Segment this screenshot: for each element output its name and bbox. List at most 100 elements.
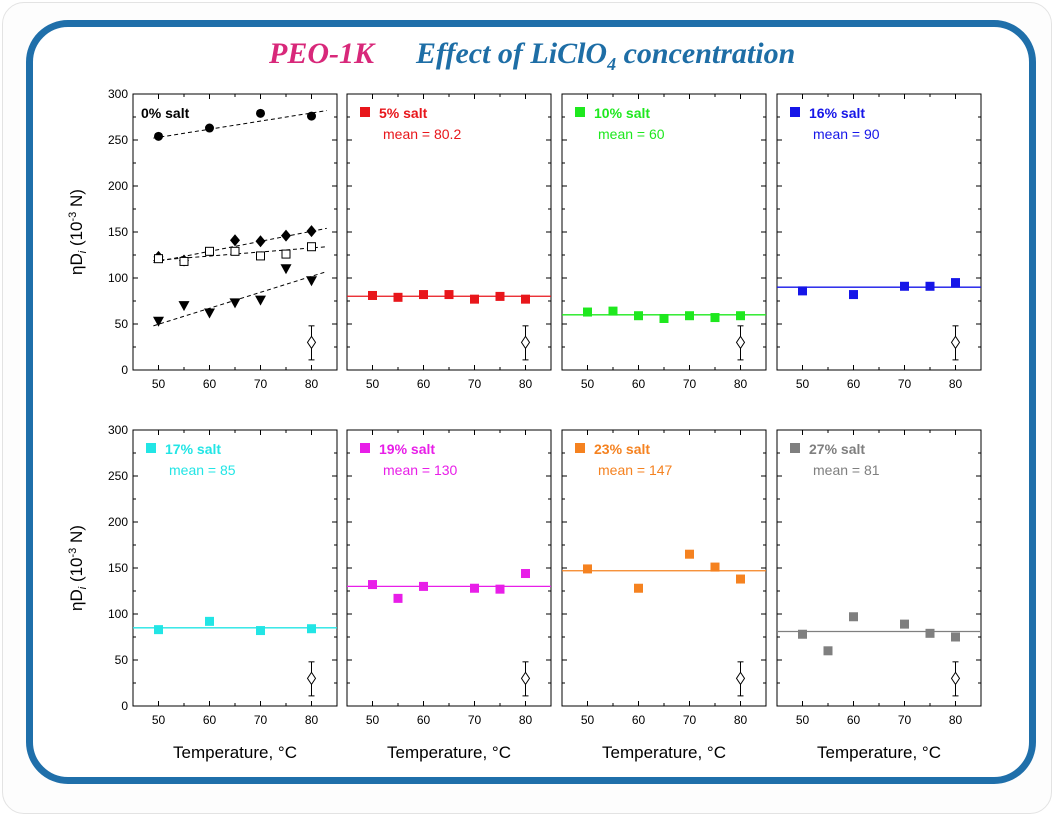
error-bar-marker [735, 335, 746, 350]
x-tick-label: 60 [632, 713, 646, 727]
data-point [230, 246, 240, 256]
data-point [495, 584, 505, 594]
x-tick-label: 70 [468, 377, 482, 391]
legend-swatch [575, 443, 585, 453]
y-tick-label: 0 [121, 363, 128, 377]
x-tick-label: 70 [254, 377, 268, 391]
y-tick-label: 100 [108, 271, 128, 285]
panel-7: 50 60 70 80 23% salt mean = 147 Temperature, °… [561, 429, 767, 762]
x-tick-label: 80 [519, 713, 533, 727]
data-point [281, 229, 291, 242]
data-point [368, 290, 377, 300]
panel-1: 50 60 70 80 0 50 100 150 200 250 300 0% salt ηDi (10… [67, 87, 338, 391]
data-point [229, 298, 241, 309]
data-point [178, 301, 190, 312]
data-point [634, 583, 643, 593]
data-point [256, 626, 265, 636]
data-point [798, 629, 807, 639]
data-point [179, 256, 189, 266]
x-tick-label: 70 [468, 713, 482, 727]
x-tick-label: 70 [254, 713, 268, 727]
data-point [205, 246, 214, 256]
y-axis-label-end: N) [67, 189, 86, 212]
error-bar-marker [520, 671, 531, 686]
data-point [634, 311, 643, 321]
legend-swatch [146, 443, 156, 453]
data-point [583, 307, 592, 317]
y-tick-label: 150 [108, 225, 128, 239]
data-point [205, 123, 214, 133]
data-point [307, 624, 316, 634]
y-tick-label: 250 [108, 133, 128, 147]
error-bar-marker [306, 671, 317, 686]
x-tick-label: 60 [203, 377, 217, 391]
trend-line [153, 271, 327, 327]
data-point [419, 581, 428, 591]
mean-label: mean = 81 [813, 462, 880, 478]
panel-2: 50 60 70 80 5% salt mean = 80.2 [346, 93, 552, 391]
y-axis-label-eta: ηD [67, 589, 86, 611]
data-point [307, 242, 316, 252]
data-point [281, 249, 291, 259]
data-point [154, 625, 163, 635]
x-tick-label: 60 [417, 713, 431, 727]
y-tick-label: 200 [108, 179, 128, 193]
error-bar-marker [520, 335, 531, 350]
y-tick-label: 100 [108, 607, 128, 621]
x-tick-label: 50 [152, 377, 166, 391]
title-part2-prefix: Effect of LiClO [415, 37, 607, 70]
data-point [736, 574, 745, 584]
y-axis-label-sub: i [77, 250, 89, 253]
error-bar-marker [950, 671, 961, 686]
y-tick-label: 0 [121, 699, 128, 713]
x-tick-label: 50 [796, 377, 810, 391]
data-point [685, 549, 694, 559]
x-tick-label: 70 [898, 377, 912, 391]
data-point [925, 628, 935, 638]
data-point [306, 225, 317, 238]
mean-label: mean = 147 [598, 462, 673, 478]
x-tick-label: 80 [734, 377, 748, 391]
mean-label: mean = 90 [813, 126, 880, 142]
x-tick-label: 80 [305, 713, 319, 727]
legend-swatch [360, 107, 370, 117]
panel-4: 50 60 70 80 16% salt mean = 90 [776, 93, 982, 391]
data-point [256, 251, 265, 261]
data-point [659, 313, 669, 323]
y-tick-label: 150 [108, 561, 128, 575]
data-point [470, 294, 479, 304]
x-tick-label: 70 [898, 713, 912, 727]
data-point [951, 632, 960, 642]
data-point [925, 281, 935, 291]
x-tick-label: 60 [847, 377, 861, 391]
data-point [798, 286, 807, 296]
y-tick-label: 200 [108, 515, 128, 529]
x-tick-label: 50 [366, 377, 380, 391]
data-point [710, 562, 720, 572]
x-axis-label: Temperature, °C [817, 743, 941, 762]
x-axis-label: Temperature, °C [387, 743, 511, 762]
panel-6: 50 60 70 80 19% salt mean = 130 Temperature, °… [346, 429, 552, 762]
mean-label: mean = 60 [598, 126, 665, 142]
data-point [849, 612, 858, 622]
y-tick-label: 250 [108, 469, 128, 483]
data-point [823, 646, 833, 656]
panel-label: 17% salt [165, 441, 221, 457]
y-tick-label: 50 [115, 653, 129, 667]
panel-5: 50 60 70 80 0 50 100 150 200 250 300 17% salt mean =… [67, 423, 338, 762]
data-point [495, 291, 505, 301]
y-axis-label-eta: ηD [67, 253, 86, 275]
mean-label: mean = 80.2 [383, 126, 461, 142]
data-point [393, 292, 403, 302]
x-tick-label: 50 [796, 713, 810, 727]
data-point [393, 593, 403, 603]
inner-frame [26, 20, 1036, 784]
data-point [951, 278, 960, 288]
data-point [444, 290, 454, 300]
x-tick-label: 80 [949, 377, 963, 391]
x-tick-label: 50 [581, 713, 595, 727]
data-point [230, 234, 240, 247]
x-tick-label: 80 [305, 377, 319, 391]
